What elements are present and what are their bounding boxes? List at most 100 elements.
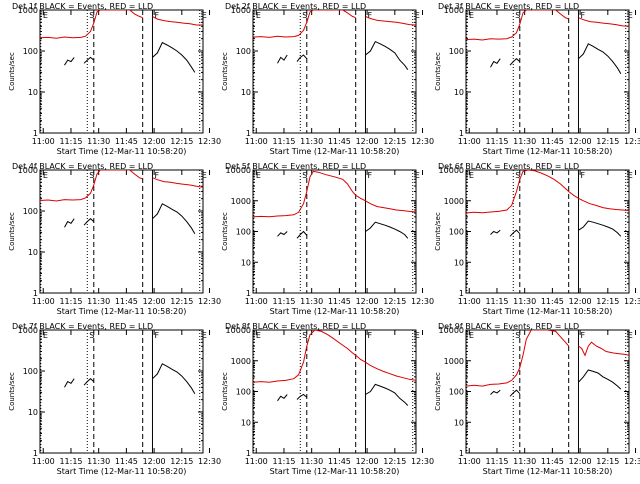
x-tick-label: 12:30 — [624, 297, 640, 306]
series-group — [64, 363, 196, 394]
time-marker-label: F — [580, 11, 585, 20]
panel-title: Det 3f BLACK = Events, RED = LLD — [438, 2, 579, 11]
y-tick-label: 1000 — [18, 326, 38, 335]
lld-series-line — [152, 177, 203, 188]
time-marker-label: S — [302, 11, 307, 20]
x-tick-label: 12:30 — [624, 137, 640, 146]
y-axis-label: Counts/sec — [8, 52, 16, 91]
events-series-line — [152, 363, 196, 394]
y-tick-label: 10 — [454, 418, 464, 427]
events-series-line — [365, 383, 409, 406]
events-series-line — [490, 58, 501, 68]
x-tick-label: 11:15 — [59, 137, 82, 146]
x-tick-label: 12:00 — [143, 137, 166, 146]
time-marker-label: S — [302, 171, 307, 180]
plot-frame — [465, 169, 630, 294]
x-tick-label: 11:30 — [300, 137, 323, 146]
events-series-line — [365, 221, 409, 239]
panel-title: Det 1f BLACK = Events, RED = LLD — [12, 2, 153, 11]
y-tick-label: 10 — [28, 248, 38, 257]
plot-frame — [39, 169, 204, 294]
x-tick-label: 11:45 — [541, 457, 564, 466]
events-series-line — [296, 393, 308, 400]
y-tick-label: 1000 — [444, 357, 464, 366]
series-group — [466, 10, 629, 74]
x-tick-label: 11:00 — [458, 137, 481, 146]
x-tick-label: 11:45 — [328, 297, 351, 306]
events-series-line — [490, 229, 501, 235]
y-tick-label: 10 — [28, 88, 38, 97]
time-marker-label: F — [367, 331, 372, 340]
panel-title: Det 9f BLACK = Events, RED = LLD — [438, 322, 579, 331]
lld-series-line — [40, 10, 143, 39]
x-tick-label: 12:15 — [383, 137, 406, 146]
panel-det-1f: Det 1f BLACK = Events, RED = LLD 1 10 100 10… — [8, 2, 221, 156]
events-series-line — [296, 230, 308, 239]
x-tick-label: 11:45 — [541, 297, 564, 306]
lld-series-line — [466, 170, 579, 214]
panel-det-4f: Det 4f BLACK = Events, RED = LLD 1 10 100 10… — [8, 162, 221, 316]
x-tick-label: 11:00 — [458, 457, 481, 466]
panel-det-9f: Det 9f BLACK = Events, RED = LLD 1 10 100 10… — [434, 322, 640, 476]
x-tick-label: 11:15 — [59, 297, 82, 306]
x-tick-label: 11:30 — [87, 457, 110, 466]
x-tick-label: 11:45 — [115, 457, 138, 466]
time-marker-label: S — [515, 331, 520, 340]
events-series-line — [152, 203, 196, 234]
y-tick-label: 1 — [33, 289, 38, 298]
time-marker-label: E — [469, 171, 474, 180]
panel-det-8f: Det 8f BLACK = Events, RED = LLD 1 10 100 10… — [221, 322, 434, 476]
panel-det-6f: Det 6f BLACK = Events, RED = LLD 1 10 100 10… — [434, 162, 640, 316]
x-tick-label: 11:30 — [87, 137, 110, 146]
panel-det-5f: Det 5f BLACK = Events, RED = LLD 1 10 100 10… — [221, 162, 434, 316]
plot-frame — [465, 329, 630, 454]
x-tick-label: 11:00 — [458, 297, 481, 306]
y-tick-label: 1000 — [18, 166, 38, 175]
x-axis-label: Start Time (12-Mar-11 10:58:20) — [57, 307, 187, 316]
lld-series-line — [152, 15, 203, 26]
y-tick-label: 1 — [33, 449, 38, 458]
y-tick-label: 100 — [236, 228, 251, 237]
time-marker-label: F — [580, 171, 585, 180]
x-axis-label: Start Time (12-Mar-11 10:58:20) — [270, 467, 400, 476]
y-tick-label: 10 — [454, 88, 464, 97]
panel-title: Det 4f BLACK = Events, RED = LLD — [12, 162, 153, 171]
events-series-line — [83, 378, 95, 386]
time-marker-label: E — [628, 171, 633, 180]
time-marker-label: E — [628, 11, 633, 20]
x-tick-label: 11:45 — [115, 297, 138, 306]
y-tick-label: 1000 — [444, 6, 464, 15]
time-marker-label: S — [89, 171, 94, 180]
y-tick-label: 1 — [246, 129, 251, 138]
x-axis-label: Start Time (12-Mar-11 10:58:20) — [270, 307, 400, 316]
lld-series-line — [365, 200, 416, 213]
y-axis-label: Counts/sec — [434, 52, 442, 91]
y-tick-label: 10000 — [226, 326, 251, 335]
y-axis-label: Counts/sec — [221, 212, 229, 251]
series-group — [466, 330, 629, 397]
lld-series-line — [40, 170, 143, 202]
time-marker-label: E — [415, 331, 420, 340]
series-group — [253, 330, 416, 406]
y-tick-label: 10 — [241, 88, 251, 97]
x-tick-label: 12:30 — [198, 137, 221, 146]
time-marker-label: E — [43, 11, 48, 20]
y-tick-label: 1 — [459, 129, 464, 138]
y-axis-label: Counts/sec — [8, 372, 16, 411]
x-axis-label: Start Time (12-Mar-11 10:58:20) — [483, 307, 613, 316]
plot-frame — [39, 329, 204, 454]
lld-series-line — [466, 10, 569, 41]
y-tick-label: 100 — [236, 47, 251, 56]
y-tick-label: 100 — [449, 388, 464, 397]
x-tick-label: 12:00 — [569, 297, 592, 306]
time-marker-label: S — [515, 171, 520, 180]
y-axis-label: Counts/sec — [434, 372, 442, 411]
events-series-line — [64, 378, 75, 388]
x-tick-label: 11:00 — [32, 297, 55, 306]
events-series-line — [490, 389, 501, 395]
y-tick-label: 100 — [449, 47, 464, 56]
time-marker-label: E — [202, 171, 207, 180]
x-tick-label: 11:30 — [513, 457, 536, 466]
